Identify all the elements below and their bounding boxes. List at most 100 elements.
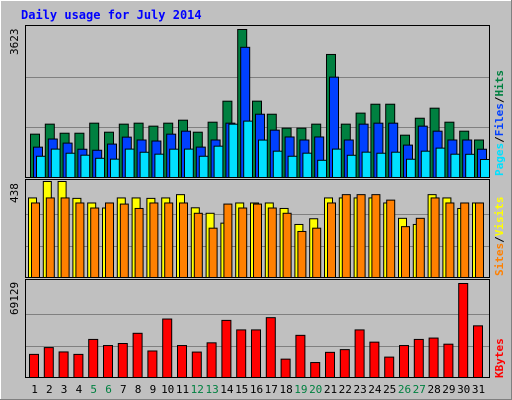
bar-sites-day-7 <box>119 203 129 279</box>
day-label-8: 8 <box>135 383 142 396</box>
day-label-27: 27 <box>413 383 426 396</box>
day-label-4: 4 <box>76 383 83 396</box>
bar-sites-day-31 <box>475 202 484 278</box>
bar-pages-day-27 <box>420 150 431 178</box>
bar-pages-day-8 <box>139 151 150 178</box>
chart-title: Daily usage for July 2014 <box>21 8 202 22</box>
bar-sites-day-2 <box>45 197 55 278</box>
bar-sites-day-24 <box>371 194 381 278</box>
bar-kbytes-day-17 <box>265 317 276 379</box>
bar-kbytes-day-7 <box>117 343 128 378</box>
bar-sites-day-17 <box>267 207 277 279</box>
bar-pages-day-3 <box>65 152 76 179</box>
legend-kbytes: KBytes <box>493 338 506 378</box>
bar-pages-day-5 <box>95 157 106 179</box>
legend-item: Files <box>493 103 506 136</box>
bar-pages-day-24 <box>376 152 387 179</box>
bar-pages-day-2 <box>50 148 61 178</box>
day-label-30: 30 <box>457 383 470 396</box>
bar-pages-day-20 <box>317 159 328 178</box>
day-label-24: 24 <box>368 383 382 396</box>
bar-pages-day-17 <box>272 150 283 178</box>
bar-kbytes-day-3 <box>58 351 69 378</box>
bar-kbytes-day-1 <box>29 353 39 378</box>
bar-kbytes-day-13 <box>206 342 217 378</box>
bar-sites-day-21 <box>327 202 336 278</box>
bar-kbytes-day-25 <box>384 356 395 379</box>
bar-kbytes-day-9 <box>147 350 158 378</box>
bar-sites-day-18 <box>282 212 292 278</box>
day-labels: 1 2 3 4 5 6 7 8 9 10 11 12 13 14 15 16 17 18 19 20 21 22 23 24 2… <box>31 383 485 396</box>
legend-item: Sites <box>493 243 506 276</box>
legend-item: / <box>493 96 506 103</box>
day-label-20: 20 <box>309 383 322 396</box>
day-label-7: 7 <box>120 383 127 396</box>
bar-kbytes-day-19 <box>295 334 306 378</box>
day-label-2: 2 <box>46 383 53 396</box>
bar-pages-day-18 <box>287 155 298 178</box>
day-label-31: 31 <box>472 383 485 396</box>
day-label-28: 28 <box>427 383 440 396</box>
day-label-29: 29 <box>442 383 455 396</box>
bar-sites-day-27 <box>415 217 425 278</box>
day-label-15: 15 <box>235 383 248 396</box>
bar-kbytes-day-26 <box>399 345 409 379</box>
day-label-1: 1 <box>31 383 38 396</box>
bar-sites-day-9 <box>149 202 159 278</box>
bar-sites-day-28 <box>430 197 440 278</box>
hits-max-label: 3623 <box>8 29 21 56</box>
day-label-14: 14 <box>220 383 234 396</box>
bar-pages-day-6 <box>110 158 120 178</box>
bar-pages-day-23 <box>361 151 372 179</box>
day-label-16: 16 <box>250 383 263 396</box>
day-label-23: 23 <box>353 383 366 396</box>
bar-kbytes-day-4 <box>73 353 84 378</box>
bar-kbytes-day-2 <box>43 347 54 378</box>
bar-pages-day-19 <box>302 152 313 179</box>
legend-item: Hits <box>493 70 506 97</box>
bar-sites-day-14 <box>223 203 233 279</box>
bar-kbytes-day-11 <box>177 345 187 379</box>
bar-kbytes-day-5 <box>88 338 99 378</box>
bar-sites-day-8 <box>134 207 144 279</box>
bar-kbytes-day-18 <box>280 358 291 378</box>
legend-item: Visits <box>493 197 506 237</box>
bar-pages-day-30 <box>465 153 476 179</box>
bar-pages-day-22 <box>346 154 357 178</box>
bar-sites-day-5 <box>90 207 100 279</box>
bar-kbytes-day-14 <box>221 319 232 378</box>
bar-sites-day-11 <box>179 202 188 278</box>
day-label-17: 17 <box>265 383 278 396</box>
bar-pages-day-25 <box>391 151 402 179</box>
bar-sites-day-10 <box>164 202 174 278</box>
bar-pages-day-4 <box>80 154 91 178</box>
bar-sites-day-26 <box>401 226 410 278</box>
bar-pages-day-14 <box>228 123 239 178</box>
bar-kbytes-day-15 <box>236 329 247 378</box>
bar-kbytes-day-20 <box>310 362 321 378</box>
bar-pages-day-9 <box>154 153 165 178</box>
legend-item: KBytes <box>493 338 506 378</box>
day-label-10: 10 <box>161 383 174 396</box>
bar-sites-day-19 <box>297 230 307 278</box>
bar-kbytes-day-31 <box>473 325 483 379</box>
day-label-22: 22 <box>339 383 352 396</box>
bar-kbytes-day-21 <box>325 351 335 379</box>
bar-pages-day-15 <box>243 120 254 179</box>
bar-kbytes-day-16 <box>251 329 261 378</box>
bar-kbytes-day-8 <box>132 332 143 378</box>
day-label-6: 6 <box>105 383 112 396</box>
bar-kbytes-day-28 <box>428 337 439 378</box>
day-label-13: 13 <box>205 383 218 396</box>
legend-item: Pages <box>493 143 506 176</box>
bar-pages-day-7 <box>124 148 135 178</box>
bar-sites-day-6 <box>105 202 114 278</box>
bar-sites-day-12 <box>193 212 203 278</box>
bar-kbytes-day-10 <box>162 318 173 378</box>
day-label-25: 25 <box>383 383 396 396</box>
visits-max-label: 438 <box>8 183 21 203</box>
bar-pages-day-26 <box>406 158 416 178</box>
bar-sites-day-4 <box>75 202 85 278</box>
legend-visits-sites: Sites/Visits <box>493 197 506 277</box>
